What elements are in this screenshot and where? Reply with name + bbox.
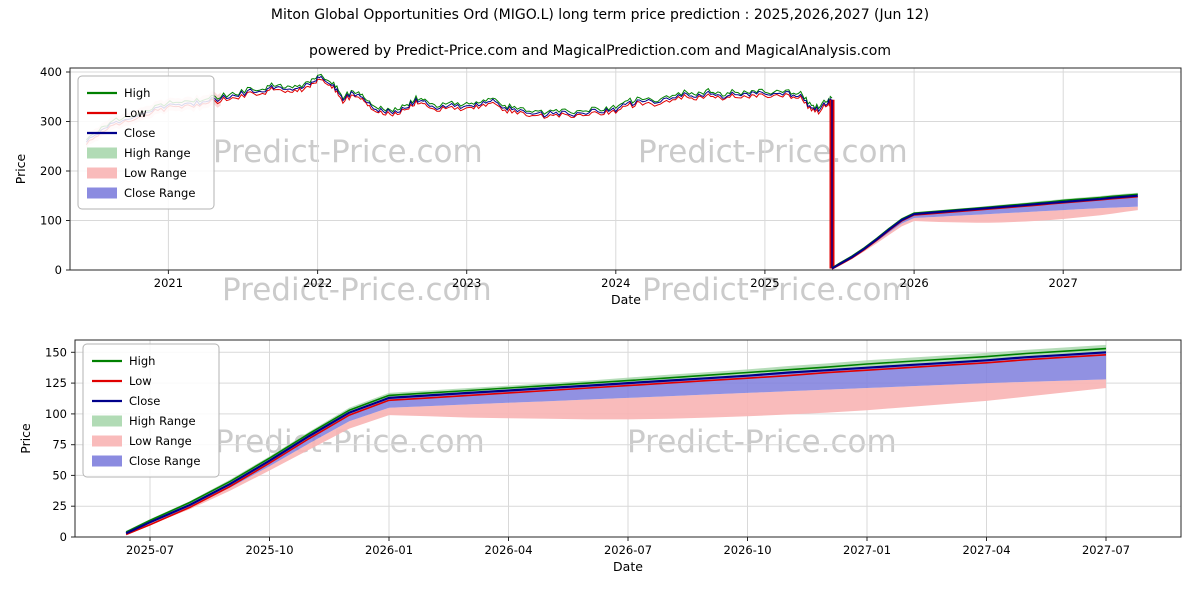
x-tick-label: 2027-07 bbox=[1082, 543, 1130, 557]
low-range-band bbox=[126, 379, 1107, 535]
x-tick-label: 2025 bbox=[750, 276, 779, 290]
chart-forecast-detail: 2025-07 2025-10 2026-01 2026-04 2026-07 2026-… bbox=[18, 339, 1182, 574]
watermark: Predict-Price.com bbox=[627, 424, 897, 460]
high-range-band bbox=[126, 344, 1107, 534]
watermark: Predict-Price.com bbox=[222, 272, 492, 308]
legend-label: Close bbox=[129, 394, 160, 408]
legend-swatch-high_range bbox=[87, 147, 117, 159]
legend-label: High bbox=[129, 354, 155, 368]
legend-label: High bbox=[124, 86, 150, 100]
x-axis-label: Date bbox=[611, 292, 641, 307]
legend-label: Close Range bbox=[129, 454, 200, 468]
watermark: Predict-Price.com bbox=[638, 134, 908, 170]
legend-label: Low Range bbox=[124, 166, 187, 180]
y-tick-label: 0 bbox=[55, 263, 62, 277]
legend-label: Close bbox=[124, 126, 155, 140]
legend-label: High Range bbox=[124, 146, 191, 160]
plot-border bbox=[69, 67, 1182, 271]
low-range-band bbox=[832, 206, 1138, 269]
watermark: Predict-Price.com bbox=[642, 272, 912, 308]
x-tick-label: 2026 bbox=[899, 276, 928, 290]
close-range-band bbox=[126, 352, 1107, 534]
x-tick-label: 2027 bbox=[1049, 276, 1078, 290]
y-tick-label: 150 bbox=[45, 345, 67, 359]
page-title: Miton Global Opportunities Ord (MIGO.L) … bbox=[270, 7, 930, 23]
x-tick-label: 2026-01 bbox=[365, 543, 413, 557]
y-tick-label: 25 bbox=[52, 499, 67, 513]
close-line-historical bbox=[85, 75, 833, 143]
legend-label: High Range bbox=[129, 414, 196, 428]
close-line-forecast bbox=[831, 194, 1138, 270]
legend-label: Low bbox=[124, 106, 147, 120]
x-tick-label: 2027-04 bbox=[962, 543, 1010, 557]
x-tick-label: 2027-01 bbox=[843, 543, 891, 557]
y-tick-label: 50 bbox=[52, 468, 67, 482]
close-line-forecast bbox=[125, 351, 1107, 535]
legend-swatch-low_range bbox=[92, 435, 122, 447]
low-line-forecast bbox=[125, 354, 1107, 536]
x-tick-label: 2025-07 bbox=[126, 543, 174, 557]
high-line-forecast bbox=[125, 347, 1107, 533]
legend-swatch-high_range bbox=[92, 415, 122, 427]
x-tick-label: 2023 bbox=[452, 276, 481, 290]
y-tick-label: 200 bbox=[40, 164, 62, 178]
x-tick-label: 2024 bbox=[601, 276, 630, 290]
y-tick-label: 400 bbox=[40, 65, 62, 79]
close-range-band bbox=[832, 195, 1138, 269]
y-tick-label: 100 bbox=[40, 214, 62, 228]
page-subtitle: powered by Predict-Price.com and Magical… bbox=[309, 43, 891, 59]
legend-label: Low bbox=[129, 374, 152, 388]
legend-label: Low Range bbox=[129, 434, 192, 448]
legend-swatch-close_range bbox=[92, 455, 122, 467]
x-axis-label: Date bbox=[613, 559, 643, 574]
low-line-historical bbox=[85, 78, 833, 145]
y-axis-label: Price bbox=[18, 423, 33, 454]
legend-swatch-low_range bbox=[87, 167, 117, 179]
y-axis-label: Price bbox=[13, 153, 28, 184]
high-line-historical bbox=[86, 73, 833, 141]
x-tick-label: 2026-10 bbox=[723, 543, 771, 557]
x-tick-label: 2022 bbox=[303, 276, 332, 290]
y-tick-label: 75 bbox=[52, 438, 67, 452]
chart-long-term: 2021 2022 2023 2024 2025 2026 2027 0 100 200 300 40… bbox=[13, 65, 1182, 307]
legend-swatch-close_range bbox=[87, 187, 117, 199]
x-tick-label: 2025-10 bbox=[245, 543, 293, 557]
x-tick-label: 2021 bbox=[154, 276, 183, 290]
y-tick-label: 100 bbox=[45, 407, 67, 421]
x-tick-label: 2026-07 bbox=[604, 543, 652, 557]
y-tick-label: 125 bbox=[45, 376, 67, 390]
watermark: Predict-Price.com bbox=[215, 424, 485, 460]
legend-label: Close Range bbox=[124, 186, 195, 200]
watermark: Predict-Price.com bbox=[213, 134, 483, 170]
y-tick-label: 300 bbox=[40, 115, 62, 129]
x-tick-label: 2026-04 bbox=[484, 543, 532, 557]
y-tick-label: 0 bbox=[60, 530, 67, 544]
